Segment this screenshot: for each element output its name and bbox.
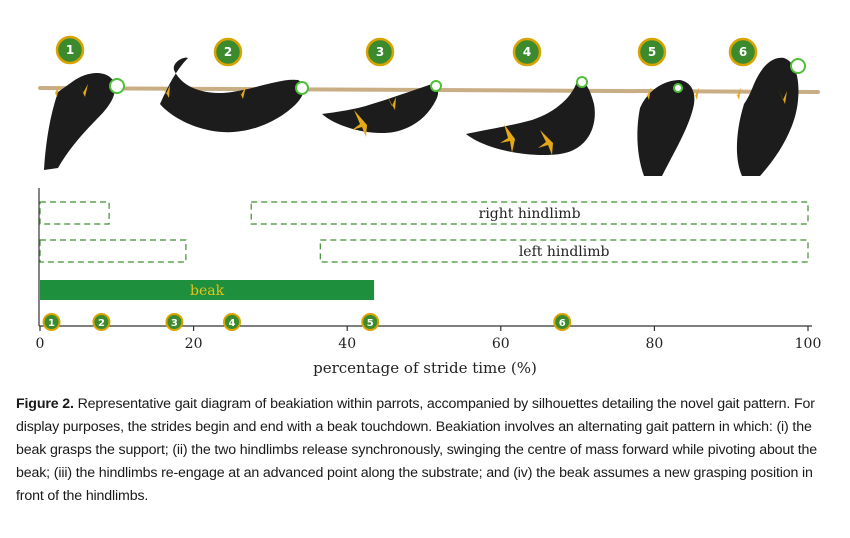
- x-axis-title: percentage of stride time (%): [313, 359, 537, 377]
- right-hindlimb-label: right hindlimb: [479, 206, 581, 222]
- event-marker-label: 2: [98, 318, 105, 329]
- gait-figure: 1 2 3 4 5 6 percentage of stride time (%…: [36, 35, 822, 377]
- parrot-silhouette-3: [322, 80, 442, 137]
- event-marker-3: 3: [165, 313, 184, 331]
- event-marker-circle: [223, 313, 241, 331]
- event-marker-circle: [361, 313, 380, 331]
- caption-label: Figure 2.: [16, 396, 74, 412]
- stage-badge-1: 1: [55, 35, 85, 65]
- x-tick-label: 0: [36, 336, 45, 352]
- svg-text:4: 4: [523, 45, 531, 59]
- parrot-silhouette-5: [637, 80, 699, 176]
- left-hindlimb-interval-1: [39, 239, 187, 263]
- right-hindlimb-interval-1: [39, 201, 110, 225]
- event-marker-circle: [553, 313, 572, 331]
- x-tick-label: 80: [645, 336, 663, 352]
- figure-caption: Figure 2. Representative gait diagram of…: [16, 393, 836, 508]
- stage-badge-2: 2: [213, 37, 243, 67]
- event-marker-1: 1: [42, 313, 61, 331]
- stage-badge-3: 3: [365, 37, 395, 67]
- svg-text:6: 6: [739, 45, 747, 59]
- svg-text:2: 2: [224, 45, 232, 59]
- event-marker-label: 1: [48, 318, 55, 329]
- x-tick-label: 60: [492, 336, 510, 352]
- stage-badge-6: 6: [728, 37, 758, 67]
- event-marker-circle: [42, 313, 61, 331]
- left-hindlimb-interval-2: [319, 239, 809, 263]
- svg-text:1: 1: [66, 43, 74, 57]
- event-marker-label: 6: [559, 318, 566, 329]
- x-tick-label: 20: [185, 336, 203, 352]
- x-tick-label: 100: [795, 336, 822, 352]
- beak-interval-1: [40, 280, 375, 300]
- stage-badge-5: 5: [637, 37, 667, 67]
- event-marker-6: 6: [553, 313, 572, 331]
- event-marker-label: 3: [171, 318, 178, 329]
- svg-text:5: 5: [648, 45, 656, 59]
- parrot-silhouette-4: [466, 76, 595, 156]
- svg-text:3: 3: [376, 45, 384, 59]
- event-marker-label: 4: [229, 318, 236, 329]
- caption-text: Representative gait diagram of beakiatio…: [16, 396, 818, 504]
- gait-chart: percentage of stride time (%) right hind…: [36, 188, 822, 377]
- x-tick-label: 40: [338, 336, 356, 352]
- event-marker-circle: [165, 313, 184, 331]
- parrot-silhouette-1: [44, 73, 125, 170]
- beak-label: beak: [190, 283, 225, 299]
- parrot-silhouette-6: [732, 57, 806, 177]
- event-marker-label: 5: [367, 318, 374, 329]
- event-marker-circle: [92, 313, 111, 331]
- stage-badge-4: 4: [512, 37, 542, 67]
- left-hindlimb-label: left hindlimb: [519, 244, 610, 260]
- event-marker-5: 5: [361, 313, 380, 331]
- event-marker-2: 2: [92, 313, 111, 331]
- parrot-silhouette-2: [160, 57, 309, 133]
- event-marker-4: 4: [223, 313, 241, 331]
